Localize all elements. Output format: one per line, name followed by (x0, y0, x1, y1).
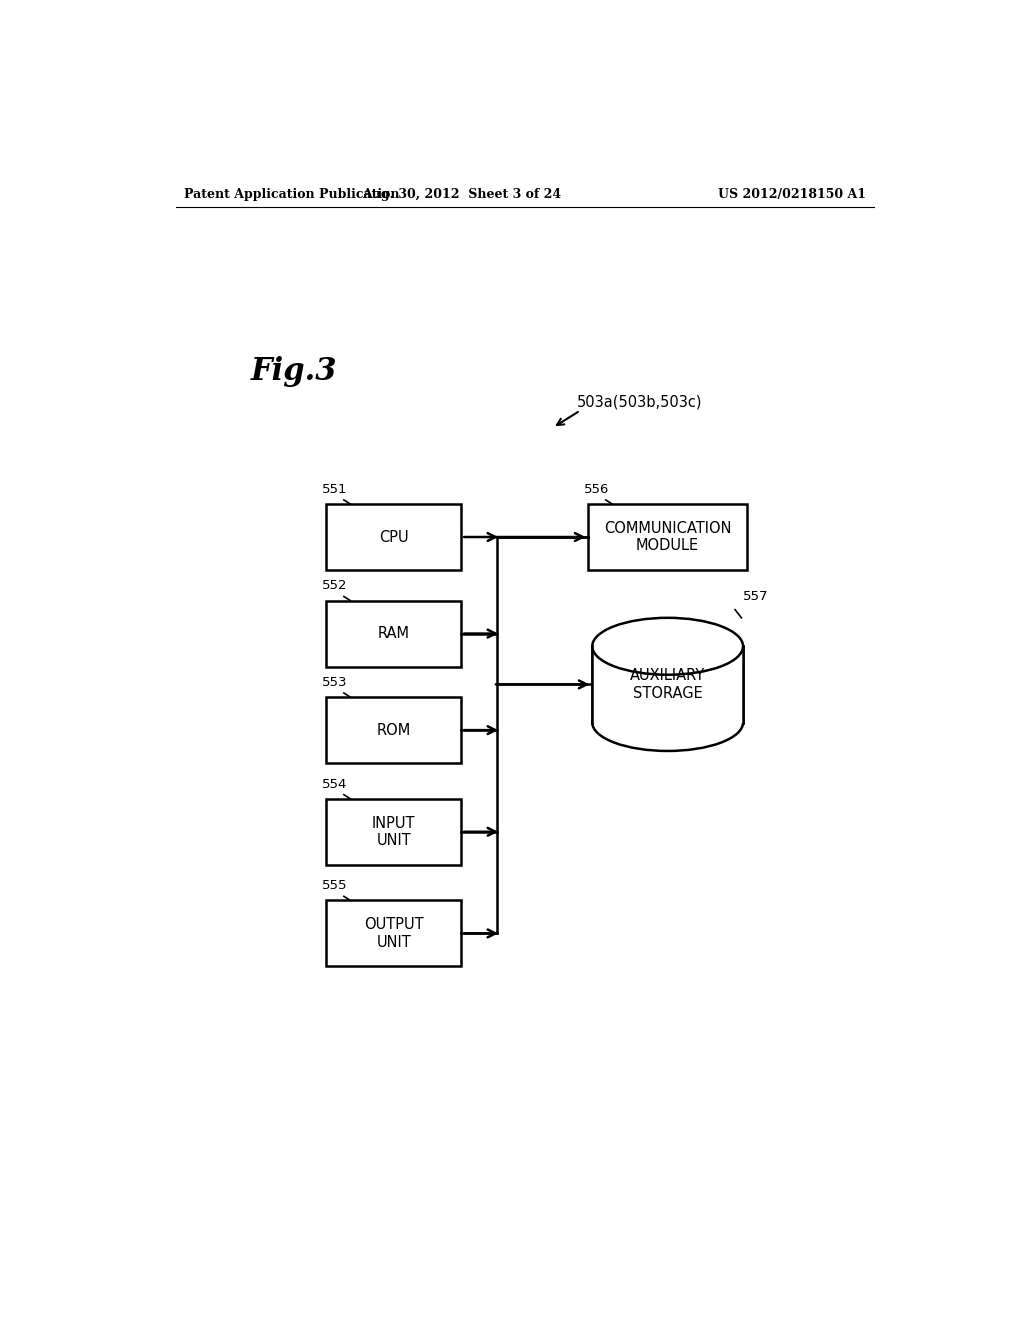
Text: 554: 554 (323, 777, 348, 791)
Text: OUTPUT
UNIT: OUTPUT UNIT (365, 917, 424, 949)
Text: 552: 552 (323, 579, 348, 593)
Text: Fig.3: Fig.3 (251, 356, 338, 387)
Text: 553: 553 (323, 676, 348, 689)
Bar (592, 647, 743, 722)
Text: US 2012/0218150 A1: US 2012/0218150 A1 (718, 189, 866, 202)
Bar (592, 647, 743, 722)
Text: 557: 557 (743, 590, 769, 602)
Text: COMMUNICATION
MODULE: COMMUNICATION MODULE (604, 521, 731, 553)
Text: 555: 555 (323, 879, 348, 892)
Text: ROM: ROM (377, 722, 411, 738)
Ellipse shape (592, 694, 743, 751)
Bar (327, 601, 461, 667)
Bar (588, 504, 748, 570)
Text: Aug. 30, 2012  Sheet 3 of 24: Aug. 30, 2012 Sheet 3 of 24 (361, 189, 561, 202)
Text: CPU: CPU (379, 529, 409, 545)
Bar (327, 697, 461, 763)
Text: Patent Application Publication: Patent Application Publication (183, 189, 399, 202)
Text: 551: 551 (323, 483, 348, 496)
Bar (327, 799, 461, 865)
Text: 556: 556 (585, 483, 609, 496)
Ellipse shape (592, 618, 743, 675)
Text: 503a(503b,503c): 503a(503b,503c) (577, 395, 701, 409)
Bar (327, 900, 461, 966)
Text: INPUT
UNIT: INPUT UNIT (372, 816, 416, 847)
Text: AUXILIARY
STORAGE: AUXILIARY STORAGE (630, 668, 706, 701)
Bar (327, 504, 461, 570)
Text: RAM: RAM (378, 626, 410, 642)
